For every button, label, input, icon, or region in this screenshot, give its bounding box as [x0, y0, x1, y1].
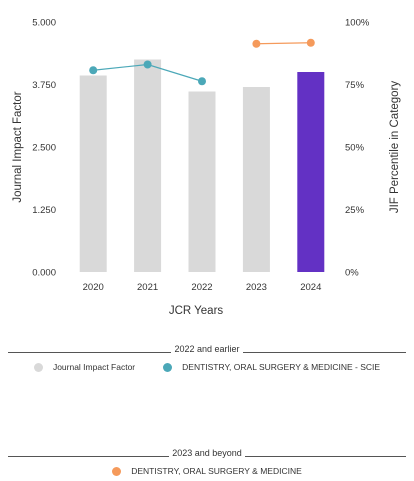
legend-swatch-icon — [163, 362, 173, 372]
legend-divider — [242, 351, 406, 353]
x-tick-label: 2022 — [191, 282, 212, 293]
y2-tick-label: 25% — [345, 205, 365, 216]
bars-group — [79, 59, 325, 273]
legend-divider — [8, 455, 170, 457]
legend-group-header: 2023 and beyond — [8, 448, 407, 458]
legend-item-label: DENTISTRY, ORAL SURGERY & MEDICINE — [131, 466, 302, 476]
right-axis-ticks: 0% 25% 50% 75% 100% — [345, 18, 370, 279]
legend-swatch-icon — [112, 466, 122, 476]
percentile-point-2021[interactable] — [143, 60, 152, 69]
legend-item-label: Journal Impact Factor — [52, 362, 136, 372]
legend-group-title: 2022 and earlier — [174, 344, 240, 354]
percentile-point-2024[interactable] — [306, 38, 315, 47]
legend-swatch-icon — [33, 362, 43, 372]
y-tick-label: 0.000 — [32, 268, 56, 279]
legend-group-2023-and-beyond: 2023 and beyond DENTISTRY, ORAL SURGERY … — [8, 448, 407, 476]
x-axis-ticks: 2020 2021 2022 2023 2024 — [83, 282, 322, 293]
x-tick-label: 2023 — [246, 282, 267, 293]
y-tick-label: 1.250 — [32, 205, 56, 216]
y-tick-label: 3.750 — [32, 80, 56, 91]
y2-tick-label: 100% — [345, 18, 370, 29]
legend-item-label: DENTISTRY, ORAL SURGERY & MEDICINE - SCI… — [182, 362, 381, 372]
legend-divider — [244, 455, 407, 457]
x-tick-label: 2024 — [300, 282, 321, 293]
percentile-line-2 — [256, 42, 311, 45]
y2-tick-label: 50% — [345, 143, 365, 154]
bar-2021[interactable] — [134, 59, 162, 273]
legend-group-title: 2023 and beyond — [172, 448, 242, 458]
y2-tick-label: 75% — [345, 80, 365, 91]
legend-item-dentistry-scie[interactable]: DENTISTRY, ORAL SURGERY & MEDICINE - SCI… — [163, 362, 380, 372]
y-tick-label: 2.500 — [32, 143, 56, 154]
percentile-point-2020[interactable] — [89, 66, 98, 75]
jcr-chart: 0.000 1.250 2.500 3.750 5.000 0% 25% 50% 75% 100… — [12, 18, 401, 318]
percentile-point-2023[interactable] — [252, 39, 261, 48]
y-tick-label: 5.000 — [32, 18, 56, 29]
percentile-lines-group — [89, 38, 315, 86]
legend-divider — [8, 351, 172, 353]
bar-2020[interactable] — [79, 75, 107, 273]
legend-item-journal-impact-factor[interactable]: Journal Impact Factor — [33, 362, 136, 372]
y2-axis-title: JIF Percentile in Category — [389, 81, 401, 214]
bar-2024[interactable] — [297, 72, 325, 272]
left-axis-ticks: 0.000 1.250 2.500 3.750 5.000 — [32, 18, 56, 279]
percentile-point-2022[interactable] — [198, 77, 206, 86]
legend-group-header: 2022 and earlier — [8, 344, 406, 354]
bar-2023[interactable] — [242, 87, 270, 272]
legend-item-dentistry[interactable]: DENTISTRY, ORAL SURGERY & MEDICINE — [112, 466, 302, 476]
x-tick-label: 2020 — [83, 282, 104, 293]
y2-tick-label: 0% — [345, 268, 359, 279]
bar-2022[interactable] — [188, 91, 216, 273]
y-axis-title: Journal Impact Factor — [12, 91, 24, 202]
x-tick-label: 2021 — [137, 282, 158, 293]
x-axis-title: JCR Years — [169, 305, 224, 317]
legend-group-2022-and-earlier: 2022 and earlier Journal Impact Factor D… — [8, 344, 406, 372]
